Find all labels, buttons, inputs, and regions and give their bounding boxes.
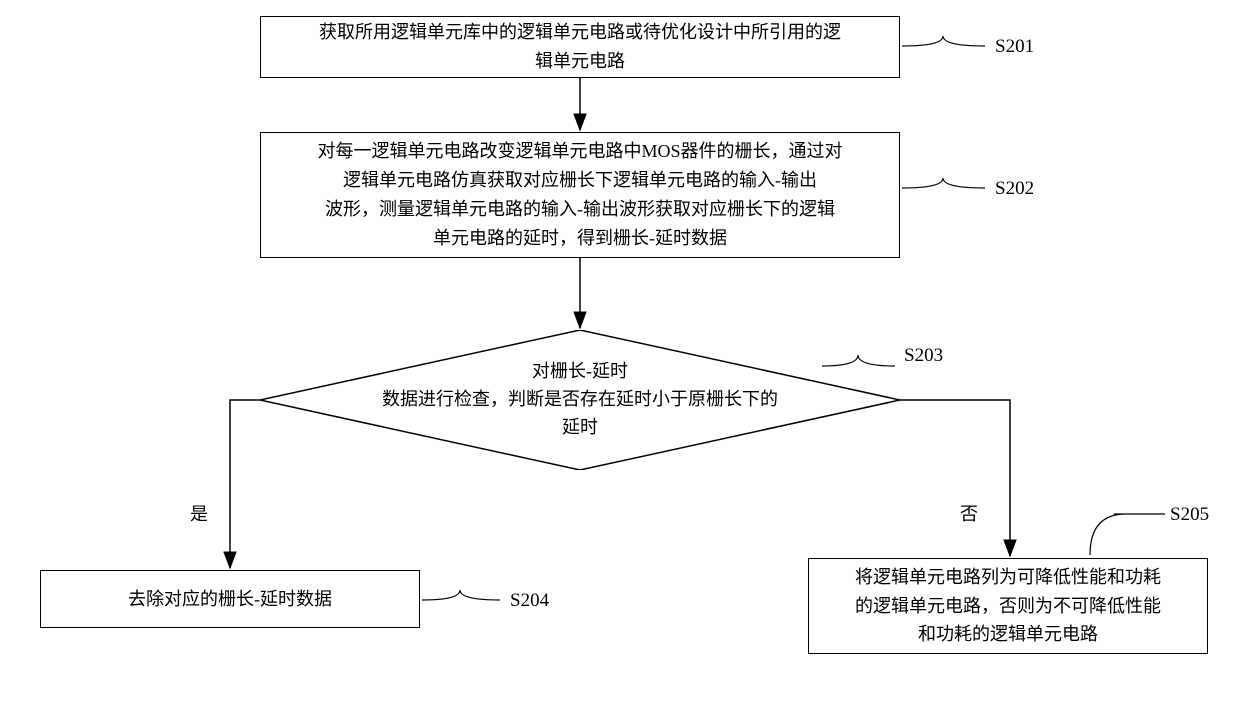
label-s201-text: S201 (995, 36, 1034, 57)
label-s202: S202 (995, 178, 1034, 200)
label-s205: S205 (1170, 504, 1209, 526)
label-s201: S201 (995, 36, 1034, 58)
edge-label-yes-text: 是 (190, 504, 208, 524)
edge-label-yes: 是 (190, 500, 208, 526)
edges-layer (0, 0, 1240, 720)
bracket-s202 (902, 178, 985, 188)
edge-s203-s204 (230, 400, 260, 568)
label-s204-text: S204 (510, 590, 549, 611)
bracket-s205 (1090, 514, 1165, 555)
bracket-s203 (822, 355, 895, 366)
bracket-s204 (422, 590, 500, 600)
edge-s203-s205 (900, 400, 1010, 556)
label-s205-text: S205 (1170, 504, 1209, 525)
edge-label-no: 否 (960, 500, 978, 526)
label-s202-text: S202 (995, 178, 1034, 199)
label-s203-text: S203 (904, 345, 943, 366)
bracket-s201 (902, 36, 985, 46)
label-s203: S203 (904, 345, 943, 367)
flowchart-root: 获取所用逻辑单元库中的逻辑单元电路或待优化设计中所引用的逻辑单元电路 对每一逻辑… (0, 0, 1240, 720)
label-s204: S204 (510, 590, 549, 612)
edge-label-no-text: 否 (960, 504, 978, 524)
